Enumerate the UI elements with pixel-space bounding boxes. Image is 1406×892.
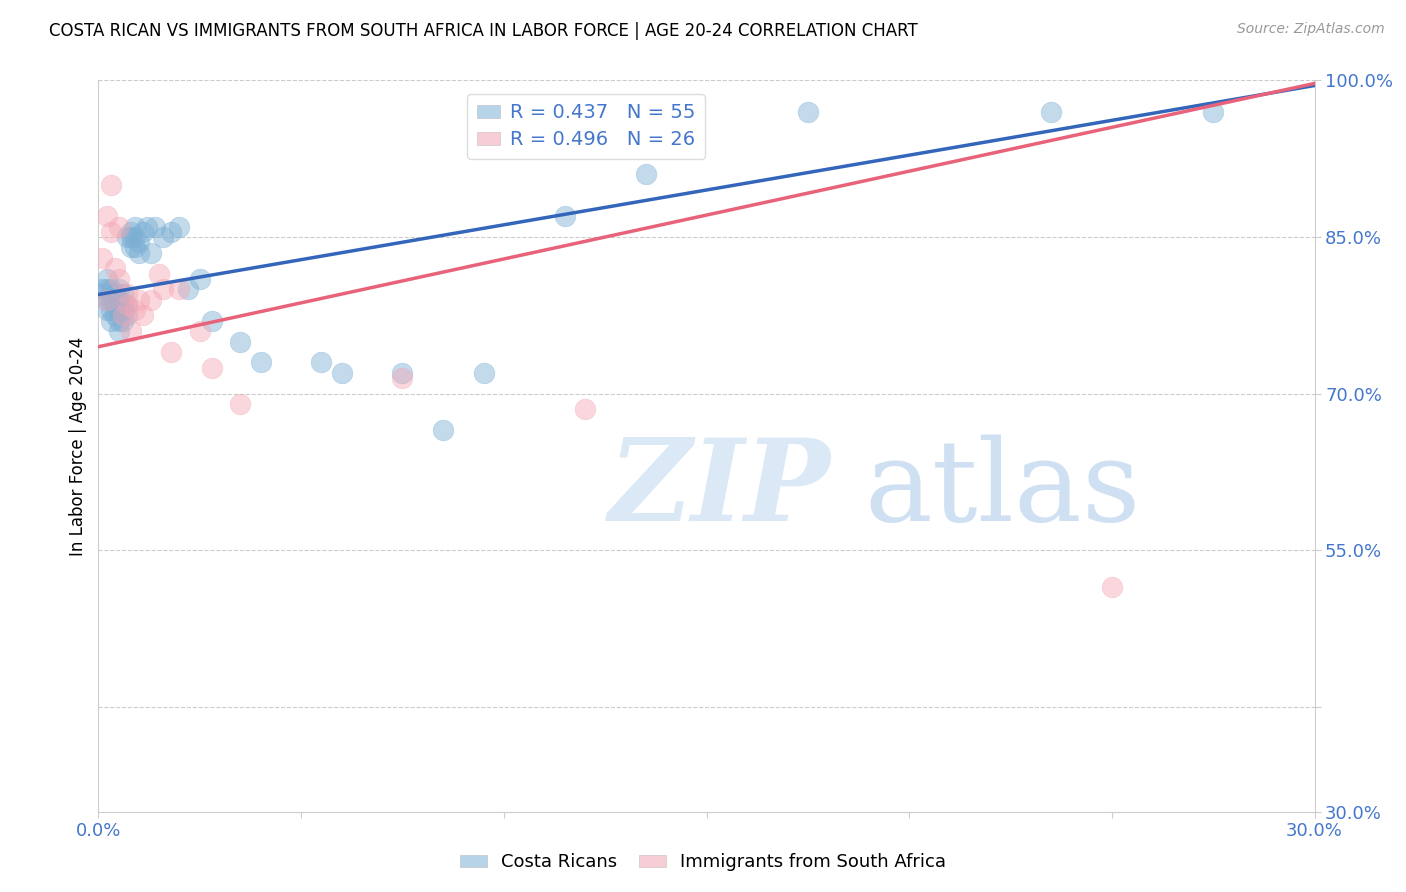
Point (143, 219, 166, 234)
Point (391, 371, 413, 385)
Point (91, 282, 114, 296)
Point (115, 230, 138, 244)
Point (136, 219, 159, 234)
Point (152, 230, 174, 244)
Point (100, 293, 122, 307)
Point (249, 355, 271, 369)
Point (104, 287, 127, 301)
Point (188, 324, 211, 338)
Point (91, 251, 114, 265)
Point (115, 298, 138, 312)
Point (107, 303, 129, 318)
Point (120, 230, 142, 244)
Point (432, 423, 454, 437)
Point (111, 303, 134, 318)
Text: COSTA RICAN VS IMMIGRANTS FROM SOUTH AFRICA IN LABOR FORCE | AGE 20-24 CORRELATI: COSTA RICAN VS IMMIGRANTS FROM SOUTH AFR… (49, 22, 918, 40)
Point (115, 287, 138, 301)
Point (128, 235, 150, 250)
Point (634, 167, 657, 181)
Point (160, 345, 183, 359)
Point (104, 298, 127, 312)
Point (124, 303, 146, 318)
Point (115, 309, 138, 323)
Legend: R = 0.437   N = 55, R = 0.496   N = 26: R = 0.437 N = 55, R = 0.496 N = 26 (467, 94, 704, 159)
Point (96, 293, 118, 307)
Point (330, 366, 353, 380)
Point (139, 293, 162, 307)
Point (229, 397, 252, 411)
Point (176, 282, 198, 296)
Point (169, 219, 191, 234)
Point (472, 366, 495, 380)
Point (152, 282, 174, 296)
Point (104, 261, 127, 276)
Point (201, 360, 224, 375)
Point (100, 313, 122, 327)
Point (128, 245, 150, 260)
Point (111, 309, 134, 323)
Point (107, 293, 129, 307)
Point (124, 219, 146, 234)
Point (128, 293, 150, 307)
Point (107, 219, 129, 234)
Point (124, 230, 146, 244)
Point (96, 303, 118, 318)
Point (120, 225, 142, 239)
Point (132, 309, 155, 323)
Point (148, 267, 170, 281)
Point (391, 366, 413, 380)
Point (107, 324, 129, 338)
Point (96, 293, 118, 307)
Point (132, 225, 155, 239)
Point (1101, 580, 1123, 594)
Point (188, 272, 211, 286)
Point (797, 104, 820, 119)
Point (169, 282, 191, 296)
Legend: Costa Ricans, Immigrants from South Africa: Costa Ricans, Immigrants from South Afri… (453, 847, 953, 879)
Y-axis label: In Labor Force | Age 20-24: In Labor Force | Age 20-24 (69, 336, 87, 556)
Point (100, 303, 122, 318)
Point (120, 240, 142, 254)
Point (574, 402, 596, 417)
Point (1202, 104, 1225, 119)
Point (229, 334, 252, 349)
Point (104, 309, 127, 323)
Point (115, 298, 138, 312)
Text: ZIP: ZIP (609, 434, 831, 545)
Point (100, 282, 122, 296)
Point (100, 178, 122, 192)
Point (124, 240, 146, 254)
Point (139, 245, 162, 260)
Text: atlas: atlas (865, 434, 1142, 545)
Point (160, 225, 183, 239)
Point (1040, 104, 1063, 119)
Point (91, 287, 114, 301)
Point (96, 209, 118, 223)
Point (96, 282, 118, 296)
Point (120, 324, 142, 338)
Point (107, 282, 129, 296)
Text: Source: ZipAtlas.com: Source: ZipAtlas.com (1237, 22, 1385, 37)
Point (111, 313, 134, 327)
Point (96, 272, 118, 286)
Point (311, 355, 333, 369)
Point (554, 209, 576, 223)
Point (100, 225, 122, 239)
Point (111, 298, 134, 312)
Point (201, 313, 224, 327)
Point (111, 287, 134, 301)
Point (107, 313, 129, 327)
Point (107, 272, 129, 286)
